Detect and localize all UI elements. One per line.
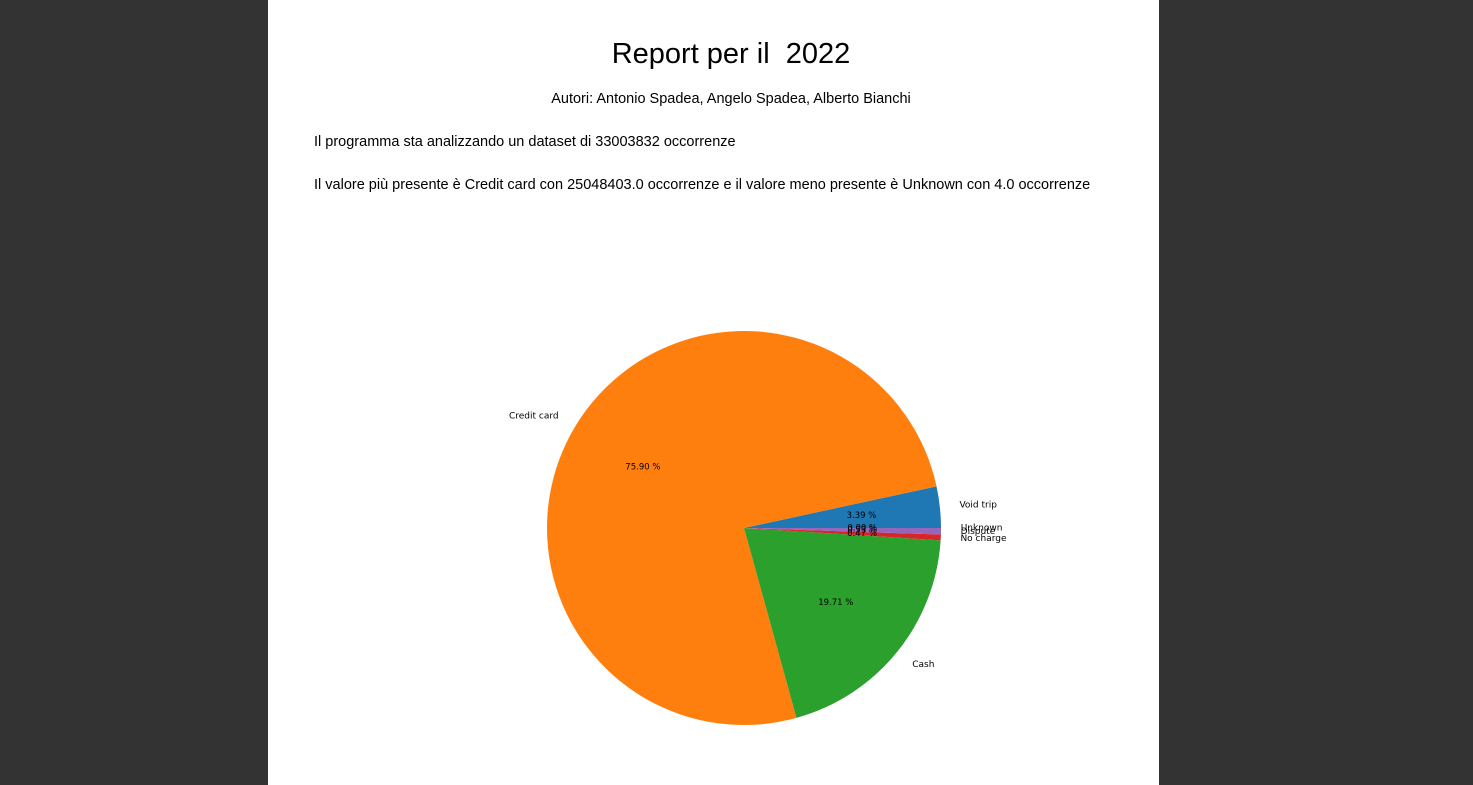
report-page: Report per il 2022 Autori: Antonio Spade…: [268, 0, 1159, 785]
report-authors: Autori: Antonio Spadea, Angelo Spadea, A…: [551, 91, 911, 107]
pie-slice-dispute: [744, 528, 941, 535]
pie-percent-labels: 3.39 % 75.90 % 19.71 % 0.47 %0.53 %0.00 %: [625, 462, 877, 608]
payment-type-pie-chart: Void trip Credit card Cash No chargeDispute…: [509, 331, 1007, 726]
dataset-summary: Il programma sta analizzando un dataset …: [314, 134, 736, 150]
pie-label-credit-card: Credit card: [509, 411, 559, 421]
pie-percent-void-trip: 3.39 %: [847, 511, 877, 521]
pie-slice-cash: [744, 528, 941, 718]
pie-percent-unknown: 0.00 %: [847, 524, 877, 534]
pie-slice-credit-card: [547, 331, 937, 726]
pie-label-void-trip: Void trip: [959, 500, 997, 510]
pie-slice-no-charge: [744, 528, 941, 541]
pie-percent-credit-card: 75.90 %: [625, 462, 660, 472]
pie-slices: [547, 331, 941, 726]
pie-label-cash: Cash: [912, 660, 934, 670]
pie-percent-dispute: 0.53 %: [847, 525, 877, 535]
pie-label-no-charge: No charge: [960, 534, 1007, 544]
value-summary: Il valore più presente è Credit card con…: [314, 177, 1091, 193]
pie-labels: Void trip Credit card Cash No chargeDispute…: [509, 411, 1007, 670]
report-title: Report per il 2022: [611, 38, 851, 70]
pie-slice-void-trip: [744, 486, 941, 528]
pie-percent-no-charge: 0.47 %: [847, 529, 877, 539]
pie-percent-cash: 19.71 %: [818, 598, 853, 608]
pie-label-unknown: Unknown: [961, 524, 1003, 534]
pie-label-dispute: Dispute: [961, 527, 996, 537]
